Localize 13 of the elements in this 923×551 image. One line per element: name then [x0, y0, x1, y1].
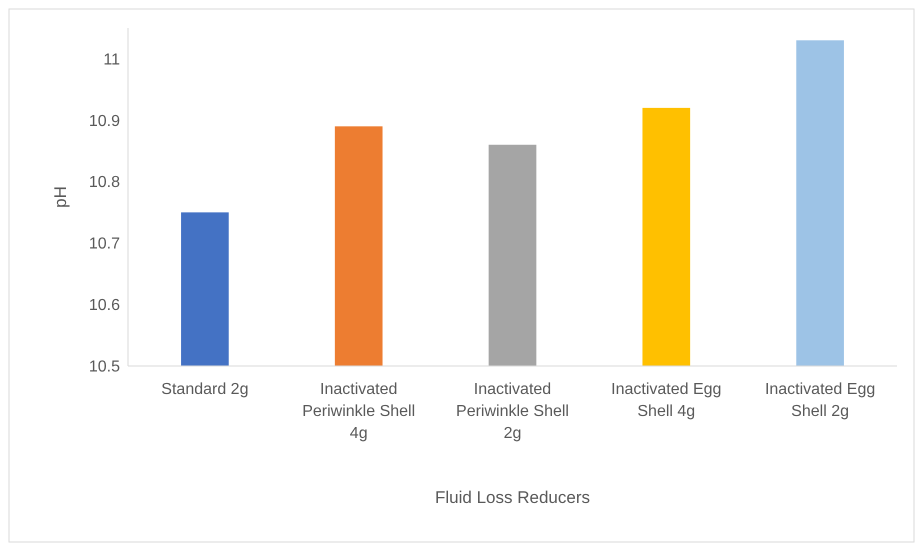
- y-axis-title: pH: [51, 186, 70, 208]
- y-tick-label: 10.6: [88, 297, 120, 314]
- x-tick-label: Inactivated Periwinkle Shell 4g: [302, 381, 416, 442]
- x-tick-label: Standard 2g: [161, 381, 248, 398]
- x-tick-label: Inactivated Egg Shell 2g: [764, 381, 876, 420]
- x-tick-label: Inactivated Egg Shell 4g: [611, 381, 722, 420]
- y-tick-label: 11: [103, 51, 120, 68]
- y-tick-label: 10.8: [88, 174, 120, 192]
- x-axis-title: Fluid Loss Reducers: [435, 488, 590, 507]
- y-tick-label: 10.5: [88, 358, 120, 376]
- y-tick-label: 10.9: [88, 112, 120, 130]
- y-tick-label: 10.7: [88, 236, 120, 253]
- x-tick-label: Inactivated Periwinkle Shell 2g: [456, 381, 569, 442]
